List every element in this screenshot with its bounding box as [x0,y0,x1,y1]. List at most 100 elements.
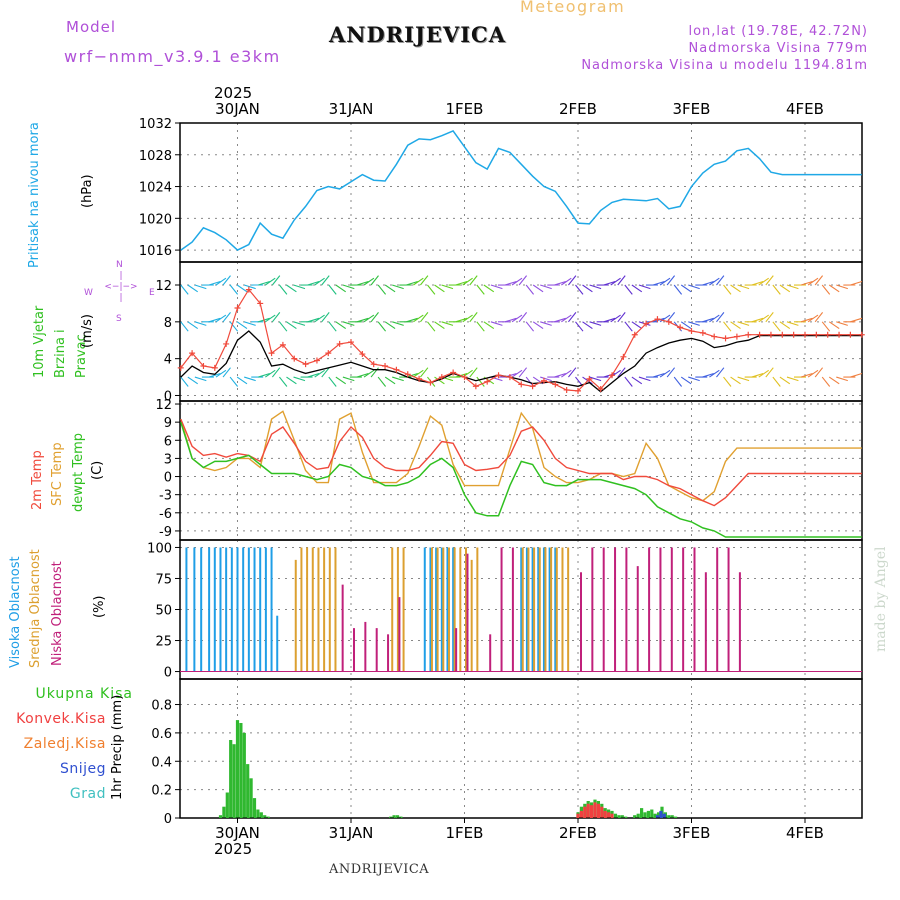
wind-arrow [730,321,741,330]
wind-arrow [850,317,863,323]
wind-arrow [377,376,387,387]
y-tick-label: 100 [147,541,172,556]
wind-arrow [293,376,306,382]
wind-gust-marker [529,383,536,390]
y-tick-label: 0.2 [151,784,172,799]
wind-gust-marker [677,324,684,331]
wind-arrow [180,321,189,332]
x-day-label-top: 2FEB [559,100,597,118]
x-day-label-bottom: 4FEB [786,824,824,842]
wind-arrow [384,284,396,293]
y-tick-label: -3 [159,489,172,504]
wind-arrow [525,321,535,332]
wind-arrow [187,321,199,330]
precip-total-bar [657,812,661,818]
precip-total-bar [653,813,657,818]
wind-arrow [807,314,819,323]
wind-arrow [772,321,781,332]
wind-arrow [208,280,221,286]
wind-arrow [321,367,330,378]
wind-arrow [688,321,700,326]
wind-arrow [518,312,528,323]
wind-arrow [836,321,848,326]
wind-arrow [490,321,503,326]
wind-gust-marker [699,329,706,336]
wind-arrow [709,369,720,378]
wind-gust-line [180,288,862,392]
wind-arrow [441,321,454,326]
wind-arrow [673,376,683,387]
wind-arrow [236,376,248,385]
wind-arrow [652,317,665,323]
wind-arrow [723,284,732,295]
precip-conv-bar [579,810,583,818]
wind-arrow [279,321,288,332]
precip-total-bar [389,816,393,818]
wind-arrow [716,312,725,323]
wind-arrow [328,284,337,295]
wind-arrow [779,284,791,293]
wind-arrow [540,321,552,326]
wind-arrow [652,280,665,286]
y-tick-label: 0 [164,812,172,827]
wind-arrow [751,317,764,323]
y-tick-label: 0.4 [151,755,172,770]
wind-arrow [680,284,692,293]
wind-gust-marker [484,378,491,385]
wind-arrow [603,317,616,323]
wind-arrow [208,372,221,378]
y-tick-label: 0 [164,666,172,681]
wind-arrow [723,321,732,332]
wind-arrow [779,376,791,385]
wind-arrow [286,284,297,293]
wind-arrow [631,376,643,385]
wind-arrow [434,321,445,330]
wind-arrow [265,314,276,323]
wind-arrow [758,314,770,323]
precip-total-bar [636,813,640,818]
precip-snow-bar [655,815,660,818]
wind-arrow [229,321,239,332]
wind-arrow [807,369,819,378]
wind-gust-marker [177,364,184,371]
wind-arrow [836,376,848,382]
wind-arrow [638,376,651,382]
wind-arrow [271,367,281,378]
wind-arrow [180,376,189,387]
wind-gust-marker [756,331,763,338]
y-tick-label: 0.6 [151,727,172,742]
y-tick-label: 12 [155,279,172,294]
y-tick-label: 3 [164,452,172,467]
wind-arrow [215,277,227,286]
wind-arrow [293,284,306,290]
y-tick-label: 9 [164,416,172,431]
wind-arrow [589,284,602,290]
wind-gust-marker [495,372,502,379]
wind-arrow [222,275,231,286]
wind-arrow [469,367,478,378]
wind-gust-marker [234,305,241,312]
wind-arrow [236,284,248,293]
wind-arrow [335,284,347,293]
wind-gust-marker [336,340,343,347]
wind-arrow [222,367,231,378]
x-day-label-top: 4FEB [786,100,824,118]
precip-conv-label: Konvek.Kisa [16,711,106,727]
wind-gust-marker [370,361,377,368]
wind-arrow [532,284,544,293]
y-tick-label: -6 [159,507,172,522]
wind-arrow [180,284,189,295]
wind-arrow [814,275,824,286]
wind-gust-marker [211,364,218,371]
precip-total-bar [392,815,396,818]
wind-arrow [229,284,239,295]
wind-gust-marker [620,353,627,360]
y-tick-label: 1028 [139,149,172,164]
wind-arrow [335,376,347,385]
wind-arrow [631,321,643,330]
x-day-label-bottom: 2FEB [559,824,597,842]
wind-arrow [561,369,572,378]
temp2m-line [180,418,862,507]
wind-arrow [434,376,445,385]
